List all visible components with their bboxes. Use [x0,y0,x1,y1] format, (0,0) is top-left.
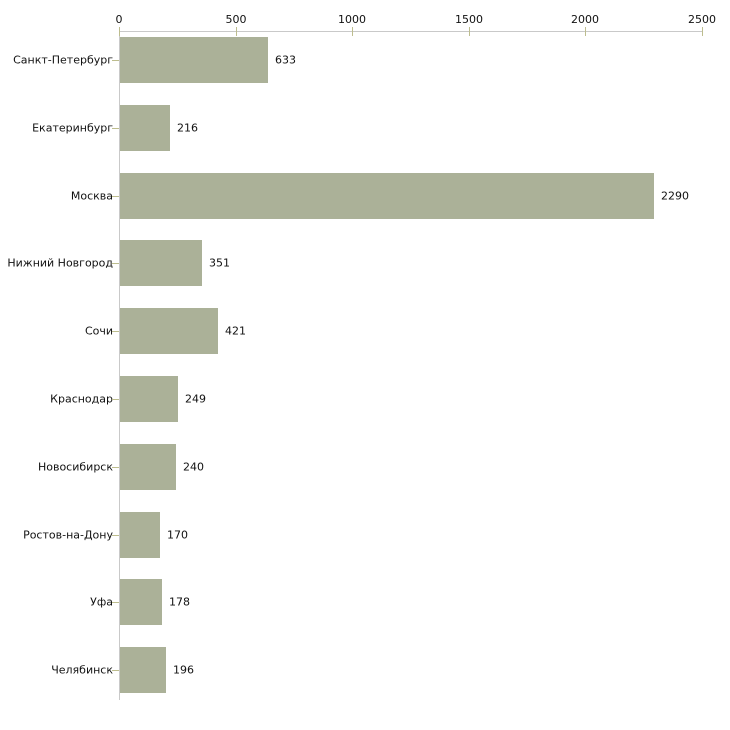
category-tick [112,602,119,603]
category-tick [112,60,119,61]
x-axis-tick-label: 2500 [688,13,716,26]
bar [120,512,160,558]
category-label: Сочи [84,324,113,338]
category-tick [112,263,119,264]
category-label: Челябинск [51,663,113,677]
x-axis-tick [702,27,703,36]
category-label: Краснодар [50,392,113,406]
bar-value-label: 216 [177,121,198,135]
x-axis-tick-label: 2000 [571,13,599,26]
category-label: Новосибирск [37,460,113,474]
x-axis-tick [585,27,586,36]
bar [120,240,202,286]
bar-value-label: 170 [167,528,188,542]
x-axis-tick [119,27,120,36]
bar [120,579,162,625]
category-label: Екатеринбург [32,121,113,135]
bar-value-label: 351 [209,256,230,270]
bar-value-label: 421 [225,324,246,338]
category-tick [112,467,119,468]
x-axis-tick-label: 1000 [338,13,366,26]
bar [120,308,218,354]
x-axis-tick [469,27,470,36]
bar-value-label: 249 [185,392,206,406]
category-label: Москва [70,189,113,203]
category-tick [112,128,119,129]
x-axis-tick-label: 0 [115,13,123,26]
y-axis-line [119,31,120,700]
x-axis-line [119,31,703,32]
bar [120,173,654,219]
x-axis-tick-label: 1500 [455,13,483,26]
x-axis-tick [236,27,237,36]
bar-value-label: 2290 [661,189,689,203]
x-axis-tick-label: 500 [225,13,247,26]
bar [120,376,178,422]
bar-value-label: 178 [169,595,190,609]
bar-value-label: 196 [173,663,194,677]
category-label: Нижний Новгород [7,256,113,270]
category-label: Уфа [90,595,113,609]
bar-value-label: 240 [183,460,204,474]
category-tick [112,331,119,332]
x-axis-tick [352,27,353,36]
category-tick [112,196,119,197]
category-label: Ростов-на-Дону [23,528,113,542]
category-tick [112,535,119,536]
category-label: Санкт-Петербург [13,53,113,67]
category-tick [112,670,119,671]
bar [120,105,170,151]
category-tick [112,399,119,400]
bar [120,647,166,693]
bar [120,37,268,83]
bar [120,444,176,490]
bar-value-label: 633 [275,53,296,67]
